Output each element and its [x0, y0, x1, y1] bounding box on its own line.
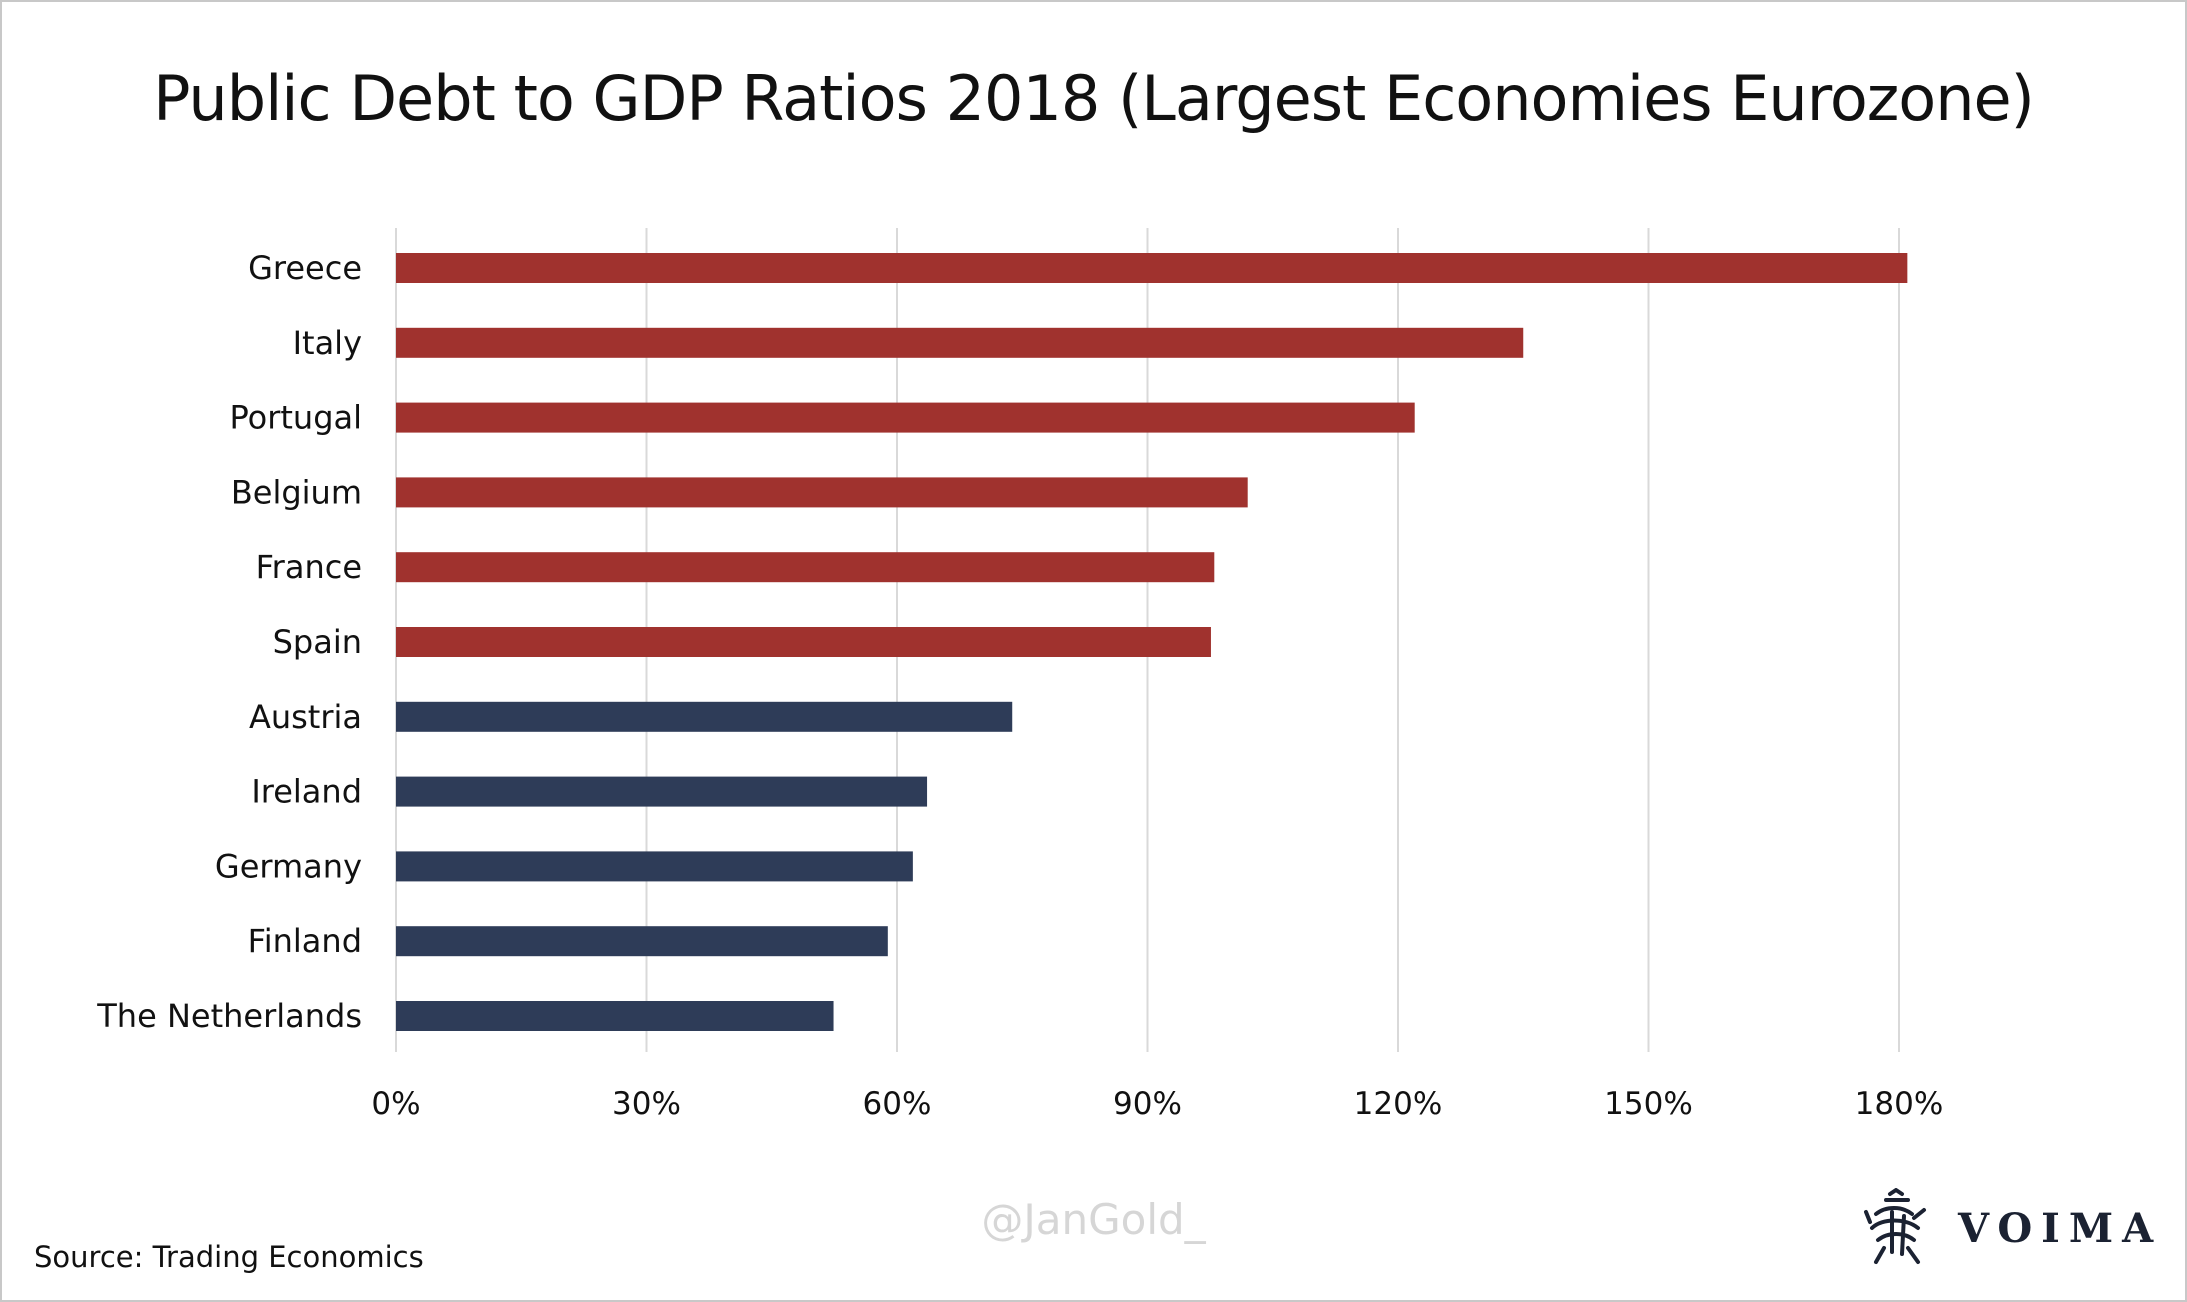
bar [396, 627, 1211, 657]
watermark: @JanGold_ [981, 1195, 1206, 1244]
bar [396, 402, 1415, 433]
category-label: France [256, 548, 362, 586]
category-label: Spain [273, 623, 362, 661]
x-tick-label: 180% [1855, 1086, 1944, 1122]
category-labels: Greece Italy Portugal Belgium France Spain Aus… [96, 249, 362, 1035]
category-label: The Netherlands [96, 997, 362, 1035]
x-tick-label: 120% [1354, 1086, 1443, 1122]
bar [396, 1001, 834, 1031]
bar [396, 327, 1524, 358]
x-tick-label: 90% [1113, 1086, 1182, 1122]
x-tick-labels: 0% 30% 60% 90% 120% 150% 180% [371, 1086, 1943, 1122]
griffin-crest-icon [1864, 1188, 1926, 1264]
category-label: Belgium [231, 473, 362, 511]
bar [396, 851, 913, 882]
category-label: Finland [248, 922, 362, 960]
x-tick-label: 30% [612, 1086, 681, 1122]
bar [396, 776, 928, 807]
category-label: Austria [249, 698, 362, 736]
bars [396, 253, 1908, 1031]
brand-logo: VOIMA [1862, 1188, 2162, 1268]
category-label: Portugal [229, 399, 362, 437]
source-note: Source: Trading Economics [34, 1240, 424, 1274]
x-tick-label: 60% [863, 1086, 932, 1122]
bar [396, 552, 1215, 583]
category-label: Greece [248, 249, 362, 287]
bar [396, 701, 1013, 732]
chart-title: Public Debt to GDP Ratios 2018 (Largest … [153, 62, 2035, 135]
category-label: Ireland [251, 773, 362, 811]
bar [396, 253, 1908, 283]
x-tick-label: 150% [1604, 1086, 1693, 1122]
bar [396, 477, 1248, 508]
bar [396, 926, 888, 957]
x-tick-label: 0% [371, 1086, 420, 1122]
brand-name: VOIMA [1958, 1204, 2163, 1252]
category-label: Italy [293, 324, 362, 362]
category-label: Germany [215, 847, 362, 885]
